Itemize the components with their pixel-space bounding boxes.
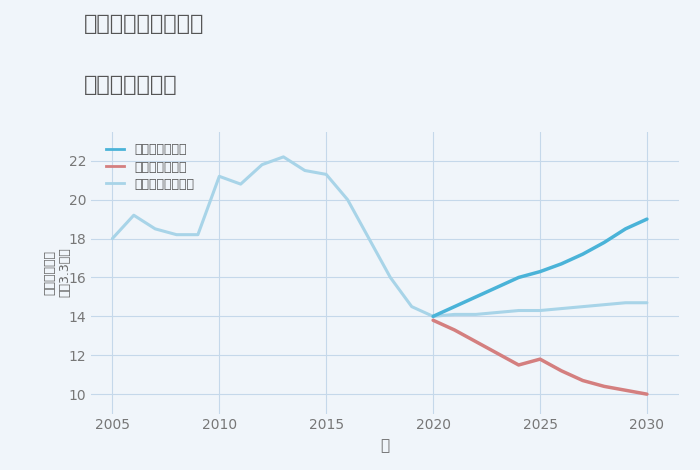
Text: 埼玉県行田市谷郷の: 埼玉県行田市谷郷の: [84, 14, 204, 34]
Y-axis label: 単価（万円）
平（3.3㎡）: 単価（万円） 平（3.3㎡）: [43, 248, 71, 298]
X-axis label: 年: 年: [380, 438, 390, 453]
Legend: グッドシナリオ, バッドシナリオ, ノーマルシナリオ: グッドシナリオ, バッドシナリオ, ノーマルシナリオ: [101, 138, 200, 196]
Text: 土地の価格推移: 土地の価格推移: [84, 75, 178, 95]
